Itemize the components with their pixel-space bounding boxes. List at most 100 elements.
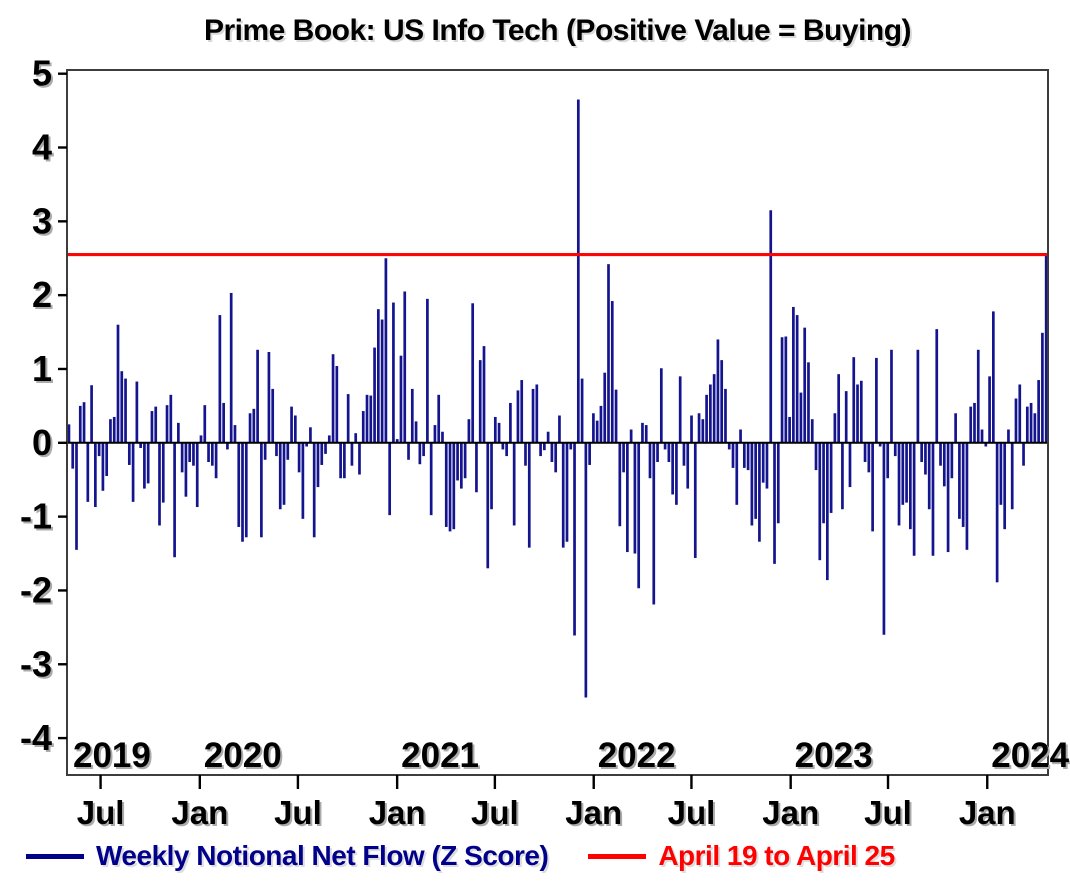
bar — [327, 435, 331, 443]
bar — [214, 442, 218, 479]
bar — [422, 442, 425, 457]
bar — [252, 408, 256, 443]
bar — [671, 442, 674, 495]
bar — [935, 329, 939, 443]
bar — [841, 442, 844, 510]
x-tick-label: Jan — [171, 794, 228, 831]
y-tick-label: 1 — [32, 348, 52, 389]
bar — [1022, 442, 1025, 466]
bar — [758, 442, 761, 542]
y-tick-label-shadow: 0 — [34, 424, 54, 465]
bar — [497, 422, 501, 443]
y-tick-label: 0 — [32, 422, 52, 463]
bar — [844, 391, 848, 443]
bar — [886, 442, 890, 479]
bar — [105, 442, 109, 477]
bar — [946, 442, 950, 553]
navy-line-swatch-icon — [26, 853, 84, 859]
year-label-shadow: 2023 — [797, 738, 875, 777]
bar — [818, 442, 822, 561]
bar — [312, 442, 316, 538]
bar — [856, 384, 859, 443]
bar — [931, 442, 935, 556]
bar — [139, 442, 142, 448]
bar — [822, 442, 825, 524]
bar — [1041, 332, 1044, 443]
bar — [350, 442, 354, 466]
bar — [244, 442, 248, 538]
bar — [75, 442, 78, 550]
bar — [750, 442, 754, 526]
bar — [754, 442, 757, 519]
bar — [878, 442, 882, 447]
year-label-shadow: 2021 — [403, 738, 481, 777]
bar — [539, 442, 542, 457]
bar — [969, 406, 973, 443]
bar — [629, 429, 633, 443]
bar — [161, 442, 165, 503]
bar — [667, 442, 671, 462]
bar — [961, 442, 965, 527]
bar — [980, 429, 984, 443]
bar — [463, 442, 467, 479]
bar — [444, 442, 448, 527]
bar — [603, 372, 607, 443]
bar — [859, 380, 863, 443]
y-tick-label-shadow: -2 — [22, 571, 54, 612]
bar — [290, 406, 293, 443]
bar — [693, 442, 697, 558]
y-tick-label-shadow: 5 — [34, 55, 54, 96]
bar — [535, 384, 539, 443]
bar — [180, 442, 184, 473]
bar — [324, 442, 327, 454]
bar — [735, 442, 739, 505]
bar — [1003, 442, 1007, 530]
bar — [659, 368, 663, 443]
bar — [407, 442, 410, 460]
bar — [241, 442, 244, 542]
y-tick-label: -1 — [20, 496, 52, 537]
bar — [848, 442, 852, 488]
x-tick-label: Jul — [77, 794, 125, 831]
bar — [773, 442, 776, 564]
bar — [727, 442, 731, 450]
bar — [392, 302, 395, 443]
year-label-shadow: 2022 — [600, 738, 678, 777]
year-label-shadow: 2020 — [206, 738, 284, 777]
year-label: 2024 — [991, 736, 1069, 775]
chart-title: Prime Book: US Info Tech (Positive Value… — [203, 14, 912, 47]
bar — [146, 442, 150, 484]
y-tick-label-shadow: 4 — [34, 129, 54, 170]
x-tick-label: Jul — [864, 794, 912, 831]
bar — [909, 442, 912, 530]
bar — [954, 413, 957, 443]
bar — [210, 442, 214, 466]
year-label: 2021 — [401, 736, 479, 775]
bar — [686, 442, 690, 489]
bar — [867, 442, 871, 473]
bar — [361, 411, 365, 443]
x-tick-label: Jul — [668, 794, 716, 831]
bar — [905, 442, 908, 503]
bar — [365, 394, 369, 443]
bar — [995, 442, 999, 583]
bar — [135, 381, 139, 443]
bar — [395, 439, 399, 443]
x-tick-label-shadow: Jul — [276, 796, 324, 833]
x-tick-label-shadow: Jul — [866, 796, 914, 833]
x-tick-label: Jul — [274, 794, 322, 831]
bar — [724, 388, 727, 443]
bar — [286, 442, 290, 460]
bar — [471, 303, 475, 443]
bar — [803, 327, 807, 443]
x-tick-label: Jan — [565, 794, 622, 831]
bar — [705, 394, 708, 443]
bar — [716, 339, 720, 443]
bar — [282, 442, 286, 505]
bar — [301, 442, 305, 519]
bar — [897, 442, 901, 526]
bar — [67, 424, 71, 443]
legend-item-net-flow: Weekly Notional Net Flow (Z Score) — [26, 840, 549, 872]
bar — [493, 416, 497, 443]
bar — [863, 442, 867, 462]
